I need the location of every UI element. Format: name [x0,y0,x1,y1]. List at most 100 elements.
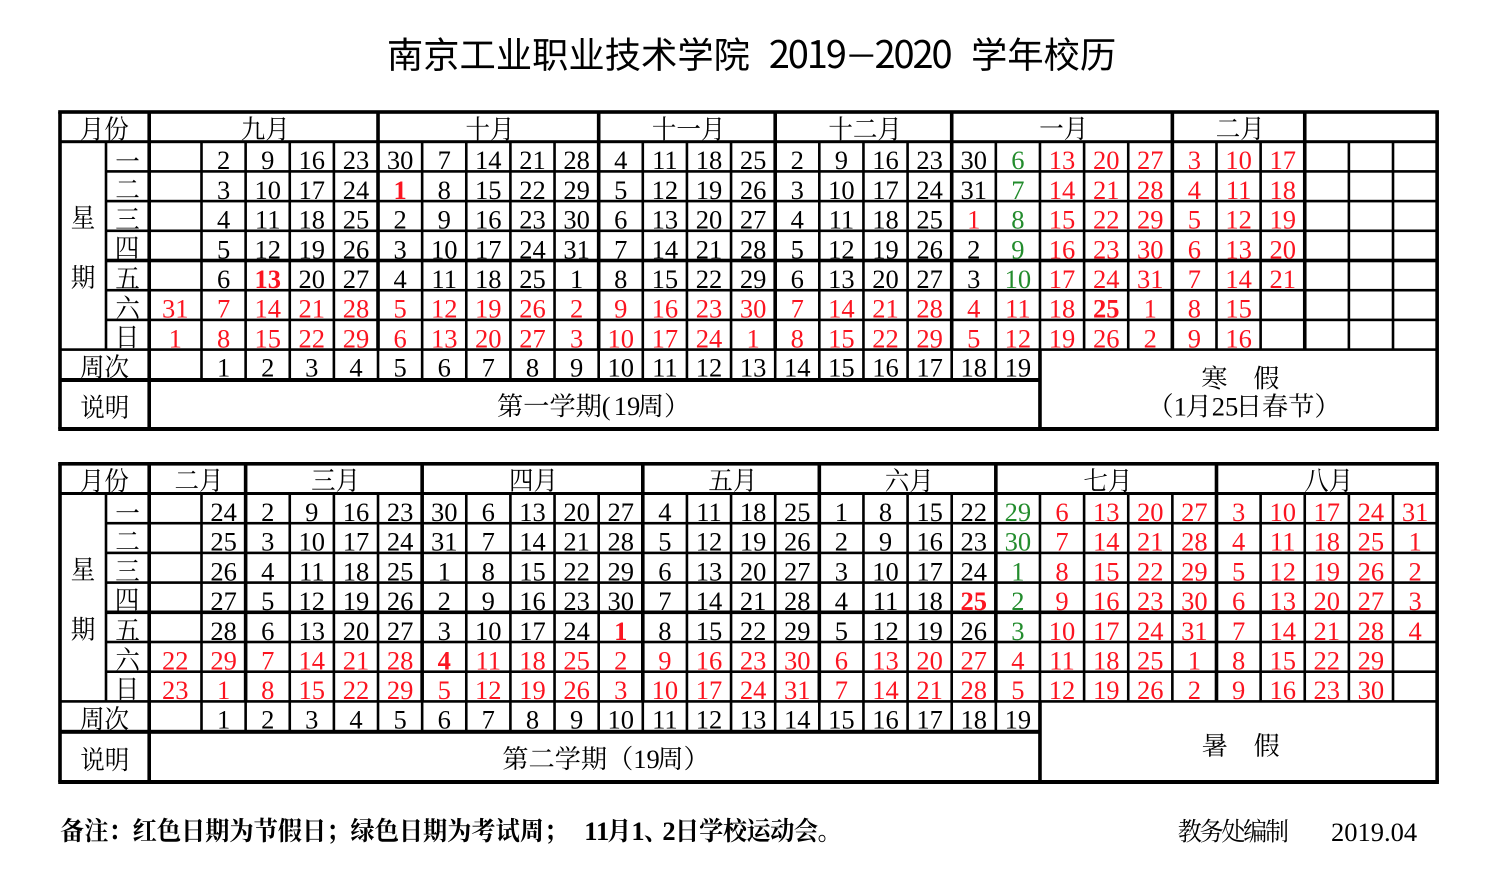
svg-text:28: 28 [1358,616,1385,646]
svg-text:26: 26 [1137,675,1164,705]
svg-text:5: 5 [1188,205,1201,235]
svg-text:12: 12 [1269,556,1296,586]
svg-text:25: 25 [519,264,546,294]
svg-text:4: 4 [349,704,362,734]
svg-text:17: 17 [1269,145,1296,175]
svg-text:10: 10 [431,234,458,264]
svg-text:7: 7 [1232,616,1245,646]
svg-text:29: 29 [1005,497,1032,527]
svg-text:16: 16 [872,145,899,175]
svg-text:23: 23 [1093,234,1120,264]
svg-text:18: 18 [1314,527,1341,557]
svg-text:(: ( [602,391,611,421]
svg-text:30: 30 [1005,527,1032,557]
svg-text:12: 12 [475,675,502,705]
svg-text:13: 13 [254,264,281,294]
svg-text:15: 15 [828,323,855,353]
svg-text:4: 4 [438,646,451,676]
svg-text:2: 2 [217,145,230,175]
svg-text:22: 22 [740,616,767,646]
svg-text:23: 23 [343,145,370,175]
svg-text:26: 26 [563,675,590,705]
svg-text:5: 5 [217,234,230,264]
svg-text:14: 14 [696,586,723,616]
svg-text:12: 12 [872,616,899,646]
svg-text:10: 10 [828,175,855,205]
svg-text:18: 18 [696,145,723,175]
svg-text:2: 2 [1408,556,1421,586]
svg-text:9: 9 [305,497,318,527]
svg-text:18: 18 [519,646,546,676]
svg-text:22: 22 [162,646,189,676]
svg-text:25: 25 [1137,646,1164,676]
svg-text:2: 2 [614,646,627,676]
svg-text:2: 2 [261,704,274,734]
svg-text:20: 20 [475,323,502,353]
svg-text:15: 15 [1225,294,1252,324]
svg-text:18: 18 [872,205,899,235]
svg-text:14: 14 [652,234,679,264]
svg-text:5: 5 [1011,675,1024,705]
svg-text:8: 8 [261,675,274,705]
svg-text:6: 6 [1055,497,1068,527]
svg-text:18: 18 [1049,294,1076,324]
svg-text:6: 6 [1232,586,1245,616]
svg-text:12: 12 [254,234,281,264]
svg-text:9: 9 [879,527,892,557]
svg-text:17: 17 [519,616,546,646]
svg-text:10: 10 [607,323,634,353]
svg-text:7: 7 [791,294,804,324]
svg-text:26: 26 [1093,323,1120,353]
svg-text:12: 12 [828,234,855,264]
svg-text:2: 2 [570,294,583,324]
svg-text:16: 16 [916,527,943,557]
svg-text:29: 29 [210,646,237,676]
svg-text:2: 2 [438,586,451,616]
svg-text:8: 8 [614,264,627,294]
svg-text:13: 13 [431,323,458,353]
svg-text:18: 18 [916,586,943,616]
svg-text:23: 23 [1137,586,1164,616]
svg-text:1: 1 [967,205,980,235]
svg-text:26: 26 [519,294,546,324]
svg-text:11: 11 [1005,294,1031,324]
svg-text:1: 1 [1174,391,1187,421]
svg-text:25: 25 [1358,527,1385,557]
svg-text:13: 13 [1225,234,1252,264]
svg-text:12: 12 [299,586,326,616]
svg-text:12: 12 [696,527,723,557]
svg-text:13: 13 [828,264,855,294]
svg-text:24: 24 [961,556,988,586]
svg-text:14: 14 [1093,527,1120,557]
svg-text:13: 13 [740,353,767,383]
svg-text:3: 3 [614,675,627,705]
svg-text:6: 6 [393,323,406,353]
svg-text:7: 7 [217,294,230,324]
svg-text:4: 4 [967,294,980,324]
svg-text:1: 1 [614,616,627,646]
svg-text:29: 29 [343,323,370,353]
svg-text:27: 27 [916,264,943,294]
svg-text:13: 13 [1093,497,1120,527]
svg-text:9: 9 [658,646,671,676]
svg-text:4: 4 [658,497,671,527]
svg-text:28: 28 [563,145,590,175]
svg-text:1: 1 [217,675,230,705]
svg-text:5: 5 [393,704,406,734]
svg-text:27: 27 [210,586,237,616]
svg-text:12: 12 [1225,205,1252,235]
svg-text:7: 7 [1011,175,1024,205]
svg-text:17: 17 [1314,497,1341,527]
svg-text:15: 15 [652,264,679,294]
svg-text:4: 4 [791,205,804,235]
svg-text:13: 13 [872,646,899,676]
svg-text:4: 4 [393,264,406,294]
svg-text:2: 2 [1144,323,1157,353]
svg-text:16: 16 [519,586,546,616]
svg-text:1: 1 [217,353,230,383]
svg-text:2: 2 [261,353,274,383]
svg-text:23: 23 [162,675,189,705]
svg-text:9: 9 [1011,234,1024,264]
svg-text:20: 20 [872,264,899,294]
svg-text:9: 9 [482,586,495,616]
